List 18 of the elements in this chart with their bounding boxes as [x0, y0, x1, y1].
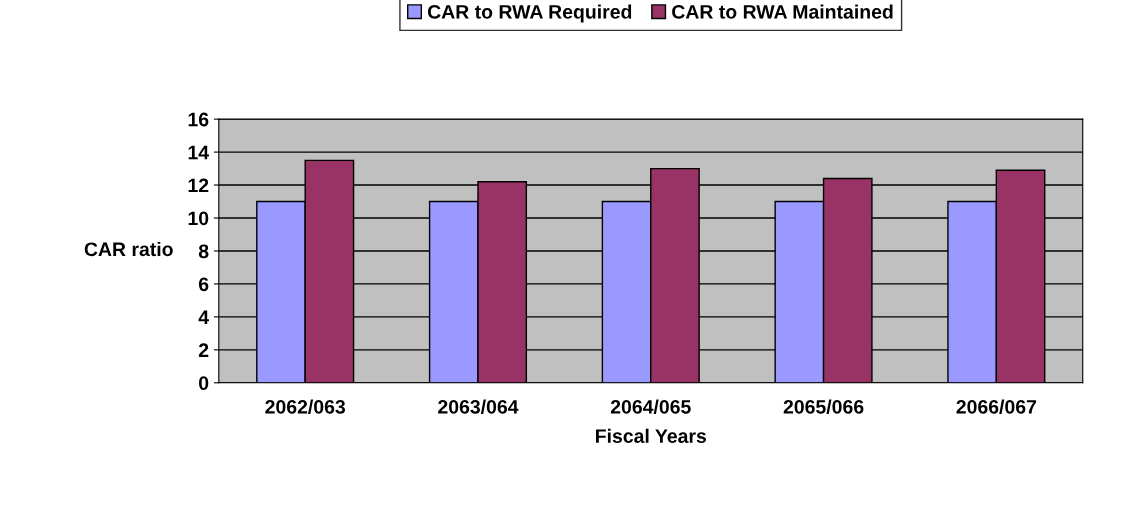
- y-tick-label: 0: [199, 376, 209, 391]
- y-tick-label: 8: [198, 244, 209, 259]
- x-tick-label: 2062/063: [265, 399, 346, 414]
- y-axis-title: CAR ratio: [84, 241, 173, 257]
- y-tick-label: 6: [198, 277, 209, 292]
- x-tick-label: 2066/067: [956, 399, 1037, 414]
- y-tick-label: 10: [188, 211, 209, 226]
- x-tick-label: 2064/065: [610, 399, 691, 414]
- y-tick-label: 2: [198, 343, 209, 357]
- x-axis-title: Fiscal Years: [596, 428, 707, 443]
- x-tick-label: 2063/064: [438, 399, 519, 414]
- legend-label: CAR to RWA Required: [427, 4, 632, 23]
- y-tick-label: 14: [188, 145, 209, 160]
- legend-label: CAR to RWA Maintained: [672, 4, 893, 19]
- y-tick-label: 12: [188, 178, 209, 193]
- x-tick-label: 2065/066: [783, 399, 864, 414]
- y-tick-label: 16: [188, 112, 209, 127]
- y-tick-label: 4: [198, 310, 209, 324]
